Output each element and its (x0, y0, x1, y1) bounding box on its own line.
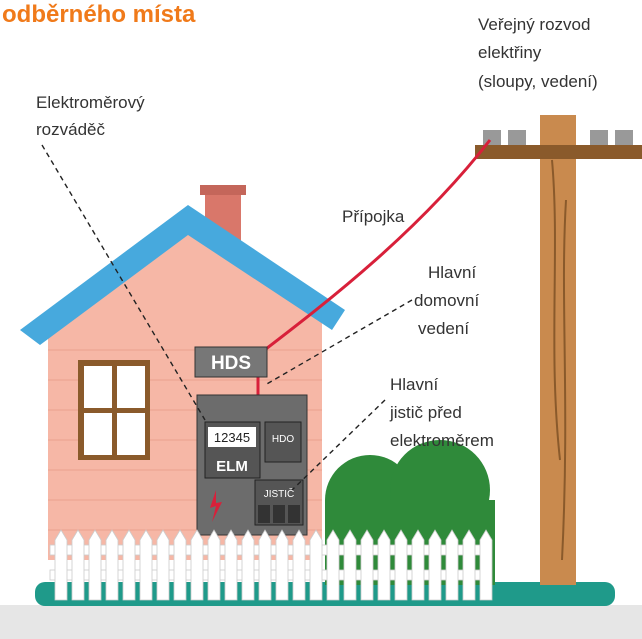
lawn-strip (35, 582, 615, 606)
hdo-label: HDO (272, 434, 294, 445)
title: odběrného místa (2, 1, 196, 28)
meter-number: 12345 (214, 430, 250, 445)
fence-picket (378, 530, 390, 600)
fence-picket (106, 530, 118, 600)
diagram: odběrného místa HDS (0, 0, 642, 639)
meter-cabinet (197, 395, 307, 535)
fence-picket (327, 530, 339, 600)
label-line: rozváděč (36, 120, 105, 139)
label-line: jistič před (389, 403, 462, 422)
label-line: Přípojka (342, 207, 405, 226)
fence-picket (344, 530, 356, 600)
fence-picket (412, 530, 424, 600)
fence-picket (225, 530, 237, 600)
breaker-label: JISTIČ (264, 487, 295, 500)
fence-picket (395, 530, 407, 600)
fence-picket (55, 530, 67, 600)
fence-picket (89, 530, 101, 600)
fence-picket (259, 530, 271, 600)
fence-picket (208, 530, 220, 600)
fence-picket (276, 530, 288, 600)
pole (475, 115, 642, 585)
fence-picket (293, 530, 305, 600)
fence-picket (463, 530, 475, 600)
label-line: Veřejný rozvod (478, 15, 590, 34)
fence-picket (480, 530, 492, 600)
label-line: elektroměrem (390, 431, 494, 450)
fence-picket (242, 530, 254, 600)
label-line: elektřiny (478, 43, 542, 62)
label-line: Hlavní (428, 263, 476, 282)
label-line: Elektroměrový (36, 93, 145, 112)
label-line: Hlavní (390, 375, 438, 394)
fence-picket (140, 530, 152, 600)
fence-picket (310, 530, 322, 600)
elm-label: ELM (216, 458, 248, 475)
fence-picket (361, 530, 373, 600)
fence-picket (72, 530, 84, 600)
fence-picket (157, 530, 169, 600)
fence-picket (446, 530, 458, 600)
ground (0, 605, 642, 639)
label-line: domovní (414, 291, 479, 310)
label-line: (sloupy, vedení) (478, 72, 598, 91)
label-line: vedení (418, 319, 469, 338)
hds-label: HDS (211, 353, 251, 374)
fence-picket (174, 530, 186, 600)
fence-picket (191, 530, 203, 600)
fence-picket (429, 530, 441, 600)
fence-picket (123, 530, 135, 600)
